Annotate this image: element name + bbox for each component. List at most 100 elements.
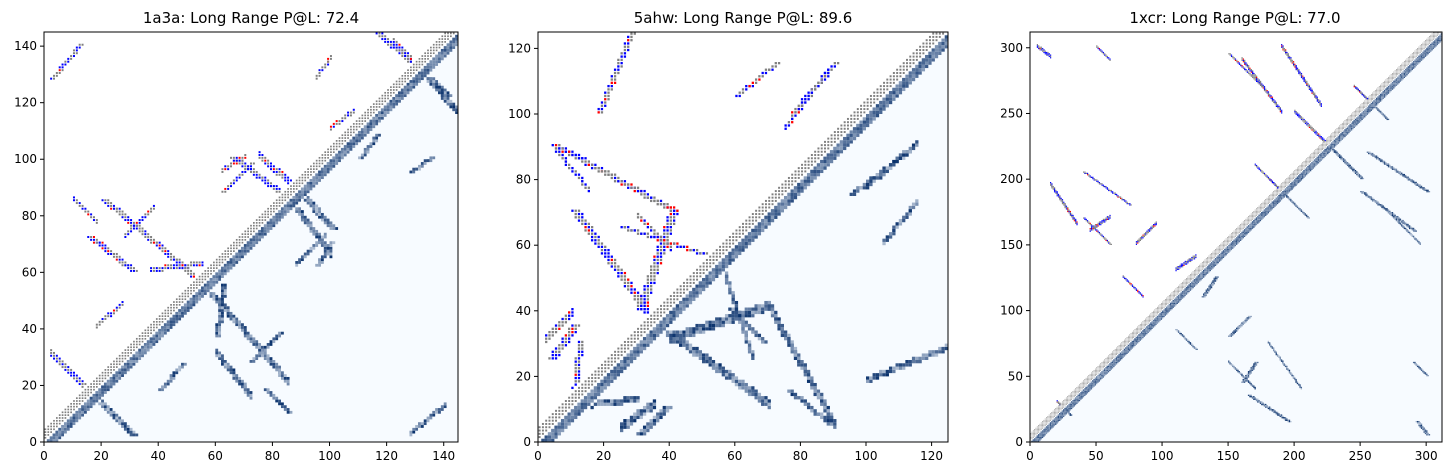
diagonal-contact <box>144 332 147 334</box>
diagonal-contact <box>1061 405 1063 407</box>
diagonal-contact <box>1038 430 1039 432</box>
predicted-contact <box>616 402 620 406</box>
diagonal-contact <box>421 58 424 60</box>
predicted-contact <box>669 340 673 344</box>
true-contact <box>267 185 270 188</box>
diagonal-contact <box>1063 402 1065 404</box>
true-contact <box>669 245 672 248</box>
predicted-contact <box>418 167 421 171</box>
diagonal-contact <box>787 180 790 183</box>
diagonal-prediction <box>620 360 624 364</box>
true-contact <box>264 179 267 182</box>
diagonal-contact <box>295 185 298 187</box>
diagonal-prediction <box>1032 440 1034 442</box>
predicted-contact <box>272 365 276 369</box>
true-contact <box>329 128 332 131</box>
diagonal-contact <box>663 301 666 304</box>
diagonal-prediction <box>378 119 381 123</box>
true-contact <box>152 204 155 207</box>
predicted-contact <box>751 353 755 357</box>
predicted-contact <box>888 235 893 239</box>
true-contact <box>164 247 167 250</box>
diagonal-contact <box>860 114 863 117</box>
true-contact <box>669 212 672 216</box>
diagonal-prediction <box>587 396 591 400</box>
diagonal-contact <box>178 304 181 306</box>
diagonal-prediction <box>574 412 578 416</box>
predicted-contact <box>415 167 419 171</box>
diagonal-contact <box>1071 392 1072 394</box>
true-contact <box>70 57 73 60</box>
true-contact <box>98 241 101 244</box>
predicted-contact <box>803 402 807 406</box>
predicted-contact <box>218 306 222 310</box>
diagonal-contact <box>84 388 87 391</box>
diagonal-prediction <box>761 225 765 229</box>
diagonal-prediction <box>126 368 130 372</box>
true-contact <box>381 38 384 41</box>
predicted-contact <box>731 294 735 298</box>
predicted-contact <box>232 376 236 380</box>
diagonal-prediction <box>587 402 591 406</box>
predicted-contact <box>724 271 729 275</box>
diagonal-prediction <box>209 286 213 290</box>
true-contact <box>230 165 233 168</box>
diagonal-contact <box>1030 434 1032 436</box>
true-contact <box>332 125 335 128</box>
diagonal-prediction <box>833 156 837 160</box>
predicted-contact <box>375 133 379 137</box>
true-contact <box>568 337 571 340</box>
true-contact <box>275 173 278 176</box>
predicted-contact <box>921 356 926 360</box>
diagonal-contact <box>118 354 121 357</box>
diagonal-contact <box>942 32 945 35</box>
predicted-contact <box>705 323 709 328</box>
predicted-contact <box>734 317 739 321</box>
predicted-contact <box>312 244 316 247</box>
diagonal-contact <box>653 318 656 320</box>
predicted-contact <box>372 136 376 140</box>
true-contact <box>61 69 64 72</box>
diagonal-contact <box>558 409 561 412</box>
true-contact <box>627 285 630 288</box>
true-contact <box>613 68 617 71</box>
predicted-contact <box>218 354 222 358</box>
diagonal-contact <box>1036 430 1038 432</box>
diagonal-prediction <box>587 399 591 403</box>
predicted-contact <box>626 425 630 429</box>
diagonal-prediction <box>610 369 614 374</box>
predicted-contact <box>718 320 722 324</box>
predicted-contact <box>702 323 706 328</box>
predicted-contact <box>106 408 110 411</box>
diagonal-contact <box>190 287 192 289</box>
diagonal-contact <box>597 370 600 373</box>
diagonal-contact <box>1064 402 1066 404</box>
diagonal-prediction <box>1066 410 1069 412</box>
diagonal-contact <box>863 111 866 114</box>
diagonal-contact <box>390 89 392 91</box>
diagonal-contact <box>261 213 264 216</box>
diagonal-prediction <box>551 428 555 433</box>
predicted-contact <box>295 210 299 213</box>
diagonal-prediction <box>1077 394 1079 397</box>
diagonal-contact <box>1050 415 1051 417</box>
diagonal-prediction <box>406 85 410 89</box>
predicted-contact <box>918 356 922 360</box>
diagonal-prediction <box>829 150 834 154</box>
diagonal-prediction <box>829 153 834 157</box>
true-contact <box>571 150 574 153</box>
predicted-contact <box>600 399 604 403</box>
diagonal-contact <box>928 42 931 45</box>
diagonal-contact <box>332 148 335 151</box>
diagonal-contact <box>883 88 886 91</box>
diagonal-prediction <box>882 107 886 111</box>
diagonal-prediction <box>1060 417 1062 419</box>
diagonal-prediction <box>1047 430 1049 432</box>
diagonal-prediction <box>172 320 176 324</box>
diagonal-contact <box>1084 384 1086 386</box>
predicted-contact <box>895 159 899 164</box>
diagonal-prediction <box>921 64 926 69</box>
predicted-contact <box>793 396 798 400</box>
diagonal-prediction <box>1055 417 1057 419</box>
diagonal-prediction <box>885 100 889 105</box>
